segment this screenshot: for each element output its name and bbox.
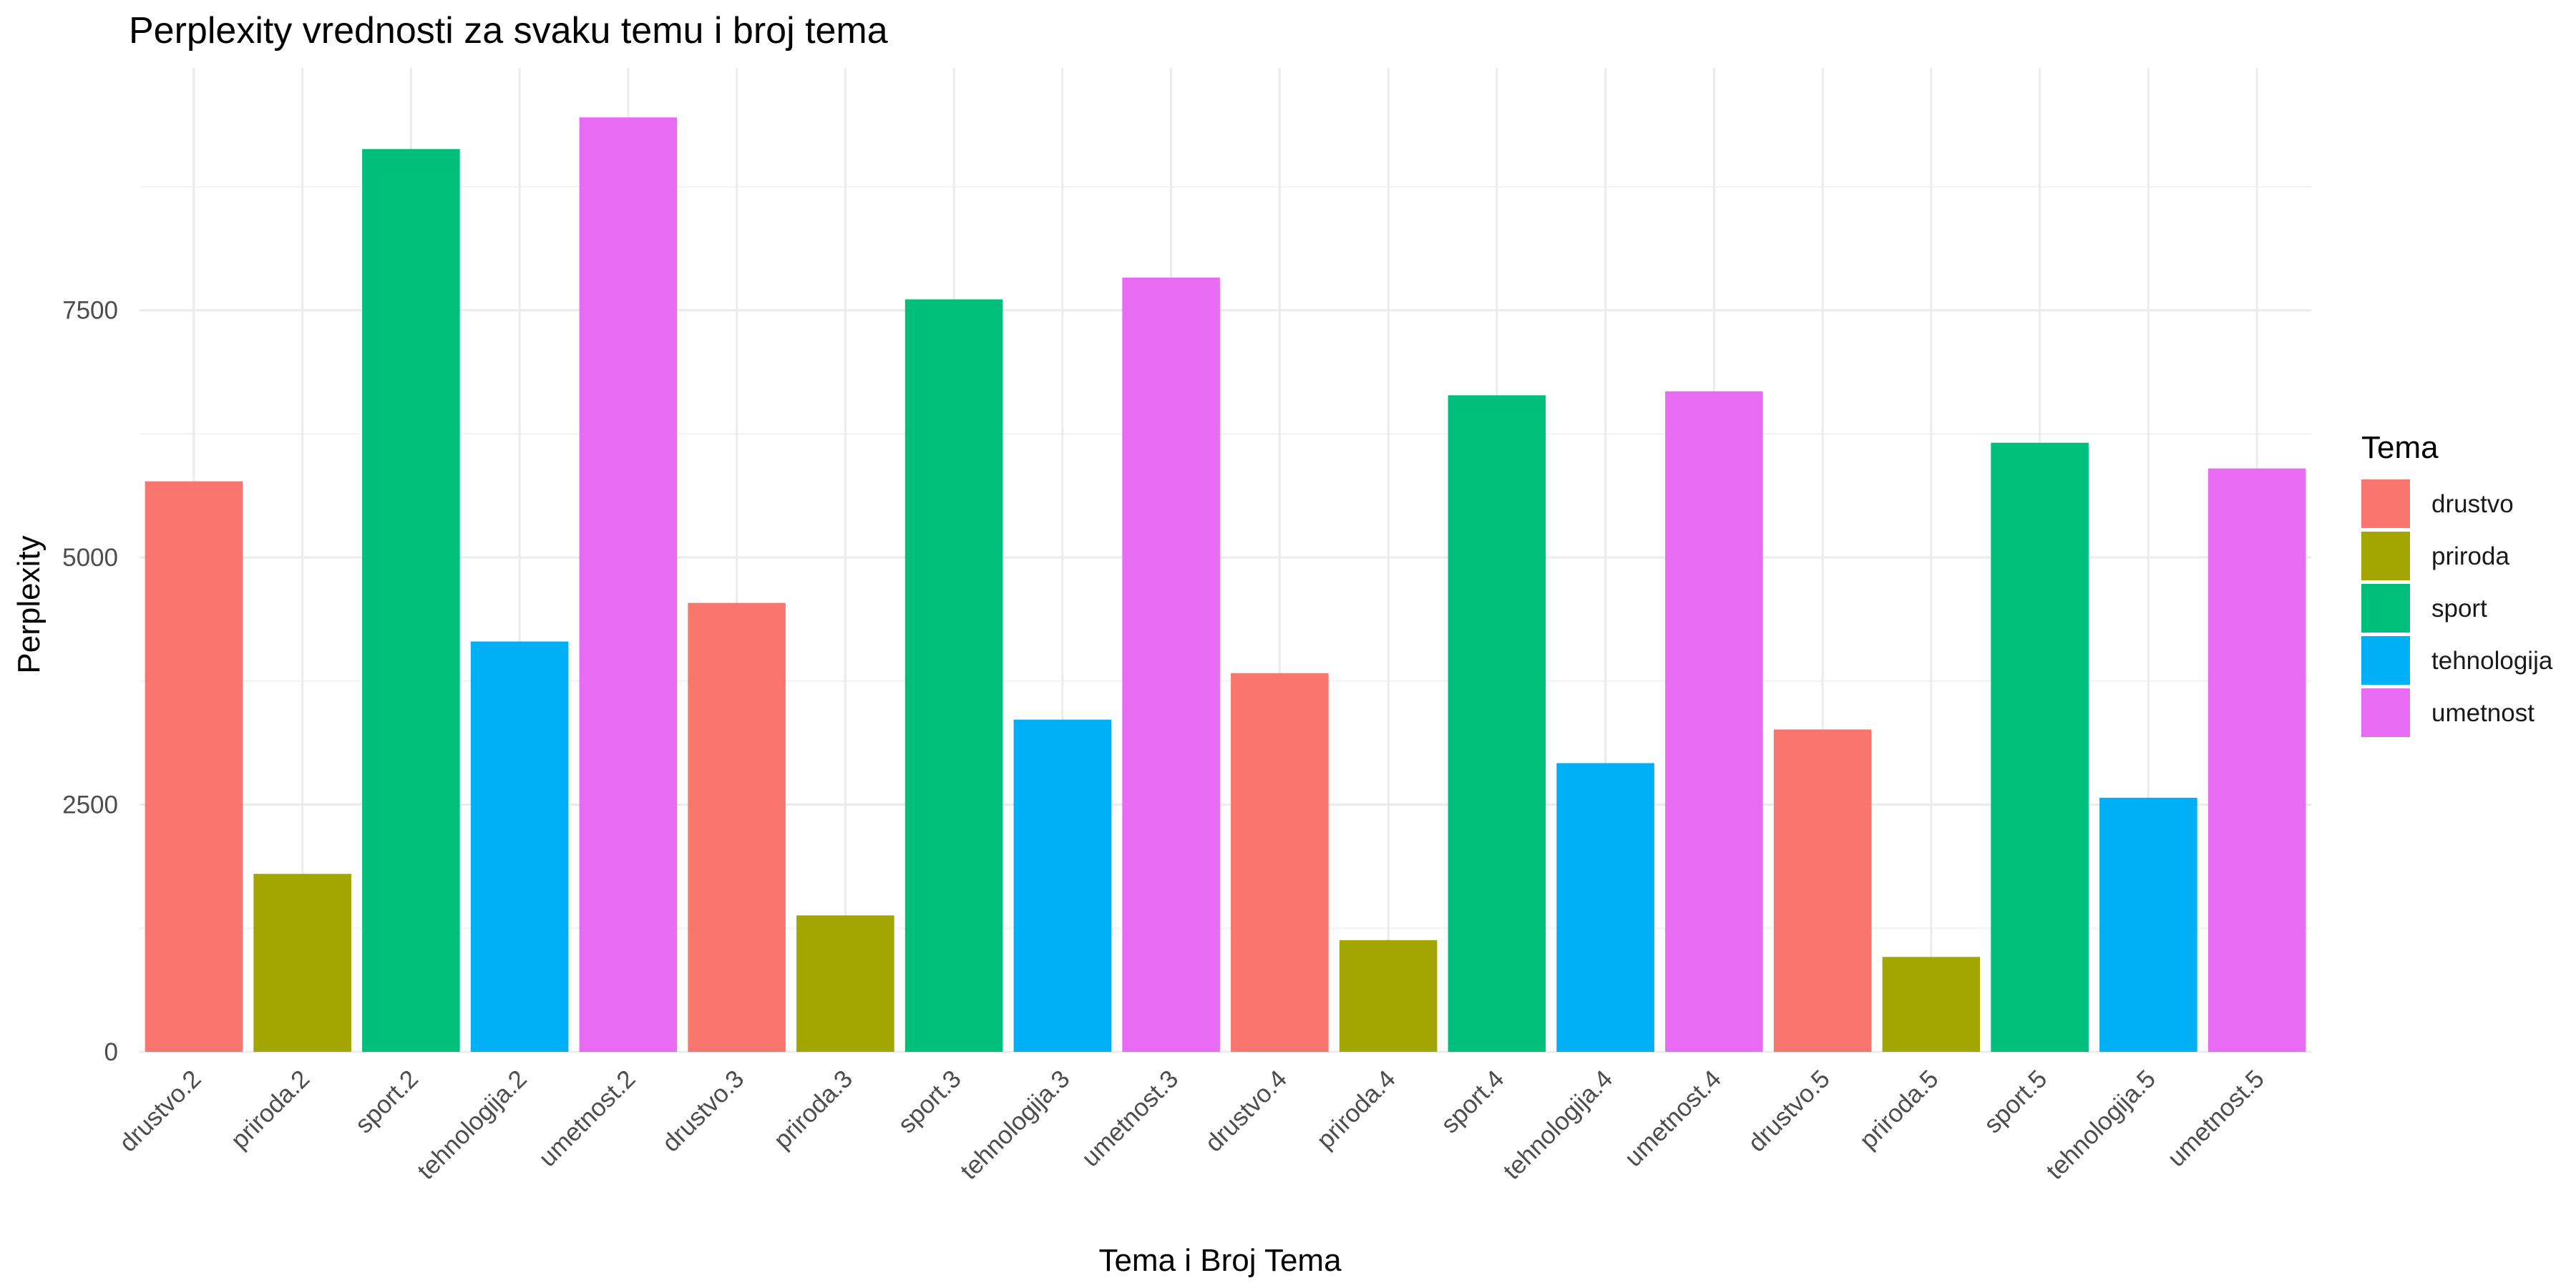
legend-label-priroda: priroda [2431, 542, 2509, 570]
legend-key-priroda [2361, 532, 2410, 580]
bar-priroda.5 [1882, 957, 1981, 1052]
y-tick-label: 7500 [62, 297, 118, 325]
x-tick-label: umetnost.2 [534, 1065, 641, 1172]
legend: Tema drustvo priroda sport tehnologija umetn… [2361, 430, 2553, 737]
x-tick-label: tehnologija.4 [1498, 1065, 1618, 1185]
bar-priroda.2 [253, 874, 351, 1052]
y-tick-label: 5000 [62, 544, 118, 572]
bar-priroda.4 [1339, 940, 1438, 1052]
x-tick-label: umetnost.5 [2162, 1065, 2270, 1172]
x-tick-label: tehnologija.2 [412, 1065, 532, 1185]
bar-tehnologija.4 [1556, 763, 1654, 1052]
bar-sport.5 [1991, 442, 2089, 1052]
x-axis-title: Tema i Broj Tema [1098, 1243, 1342, 1278]
chart-title: Perplexity vrednosti za svaku temu i bro… [129, 10, 888, 52]
y-axis-ticks: 0 2500 5000 7500 [62, 297, 118, 1066]
legend-label-sport: sport [2431, 595, 2487, 623]
x-tick-label: drustvo.5 [1742, 1065, 1835, 1157]
bar-drustvo.3 [688, 602, 786, 1052]
bar-sport.3 [904, 299, 1003, 1052]
bar-drustvo.5 [1773, 729, 1872, 1052]
legend-title: Tema [2361, 430, 2439, 465]
bar-umetnost.3 [1122, 277, 1220, 1052]
x-tick-label: sport.3 [893, 1065, 967, 1138]
x-tick-label: sport.4 [1435, 1065, 1509, 1138]
bar-umetnost.5 [2207, 468, 2306, 1052]
legend-label-tehnologija: tehnologija [2431, 647, 2553, 675]
legend-key-drustvo [2361, 479, 2410, 528]
bar-umetnost.2 [579, 117, 678, 1053]
bar-drustvo.4 [1231, 673, 1329, 1052]
bar-drustvo.2 [145, 481, 243, 1052]
x-tick-label: priroda.4 [1312, 1065, 1401, 1154]
x-tick-label: tehnologija.3 [955, 1065, 1075, 1185]
y-tick-label: 0 [104, 1038, 118, 1066]
bars [145, 117, 2306, 1053]
x-tick-label: priroda.2 [225, 1065, 315, 1154]
x-tick-label: umetnost.4 [1619, 1065, 1727, 1172]
x-tick-label: drustvo.4 [1200, 1065, 1292, 1157]
y-tick-label: 2500 [62, 791, 118, 819]
x-tick-label: priroda.3 [769, 1065, 858, 1154]
x-tick-label: tehnologija.5 [2041, 1065, 2161, 1185]
bar-tehnologija.2 [470, 641, 569, 1052]
bar-umetnost.4 [1665, 391, 1763, 1052]
x-tick-label: sport.2 [350, 1065, 424, 1138]
bar-tehnologija.5 [2099, 797, 2197, 1052]
legend-key-sport [2361, 584, 2410, 633]
y-axis-title: Perplexity [11, 535, 47, 673]
bar-priroda.3 [796, 915, 894, 1052]
x-tick-label: sport.5 [1979, 1065, 2052, 1138]
bar-sport.4 [1448, 395, 1546, 1052]
bar-sport.2 [362, 149, 460, 1052]
x-tick-label: drustvo.2 [114, 1065, 206, 1157]
x-tick-label: umetnost.3 [1076, 1065, 1184, 1172]
x-tick-label: drustvo.3 [657, 1065, 749, 1157]
legend-label-umetnost: umetnost [2431, 699, 2534, 727]
legend-label-drustvo: drustvo [2431, 490, 2514, 518]
grid [140, 68, 2311, 1053]
legend-key-umetnost [2361, 688, 2410, 737]
legend-key-tehnologija [2361, 636, 2410, 685]
x-tick-label: priroda.5 [1854, 1065, 1943, 1154]
bar-tehnologija.3 [1013, 719, 1112, 1052]
